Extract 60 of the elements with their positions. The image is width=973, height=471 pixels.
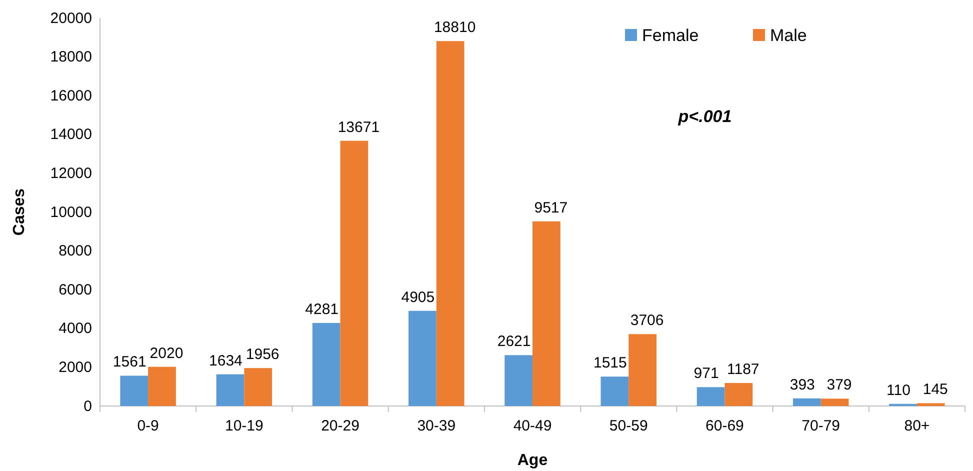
data-label: 9517: [534, 199, 568, 216]
y-tick-label: 20000: [50, 10, 92, 27]
bar: [148, 366, 176, 406]
bar: [408, 310, 436, 406]
bar: [312, 322, 340, 406]
data-label: 4281: [305, 300, 339, 318]
data-label: 1515: [593, 354, 627, 372]
bar: [724, 382, 753, 406]
bar: [600, 376, 629, 406]
data-label: 1187: [727, 360, 760, 378]
y-tick-label: 14000: [50, 126, 92, 144]
y-tick-label: 0: [84, 398, 92, 415]
y-tick-label: 12000: [50, 165, 92, 182]
x-tick-label: 80+: [904, 418, 930, 435]
data-label: 3706: [630, 312, 664, 330]
data-label: 1634: [209, 352, 242, 370]
bar: [792, 398, 821, 406]
legend-label: Male: [770, 26, 807, 45]
y-tick-label: 16000: [50, 87, 92, 104]
x-tick-label: 70-79: [802, 418, 840, 435]
annotation: p<.001: [677, 107, 732, 126]
x-tick-label: 60-69: [706, 418, 744, 435]
bar: [340, 140, 368, 406]
legend-label: Female: [642, 26, 699, 45]
x-tick-label: 10-19: [224, 418, 264, 435]
bar: [436, 41, 464, 406]
y-tick-label: 4000: [58, 320, 92, 338]
bar: [504, 355, 532, 406]
y-tick-label: 2000: [58, 359, 92, 376]
data-label: 1561: [112, 354, 146, 371]
data-label: 18810: [434, 19, 476, 36]
bar: [820, 398, 849, 406]
y-tick-label: 8000: [58, 242, 92, 260]
data-label: 971: [694, 365, 719, 382]
data-label: 110: [886, 382, 910, 399]
bar: [916, 403, 945, 406]
x-tick-label: 50-59: [609, 418, 648, 435]
bar: [120, 376, 148, 406]
bar: [696, 387, 725, 406]
bar: [216, 374, 244, 406]
data-label: 13671: [338, 118, 380, 136]
x-axis-title: Age: [517, 452, 548, 469]
y-tick-label: 6000: [58, 281, 92, 298]
bar: [532, 221, 560, 406]
data-label: 4905: [401, 288, 435, 306]
data-label: 379: [826, 376, 852, 394]
x-tick-label: 0-9: [137, 418, 159, 435]
y-tick-label: 18000: [50, 48, 92, 66]
bar: [244, 368, 272, 406]
x-tick-label: 30-39: [417, 418, 456, 435]
y-tick-label: 10000: [50, 204, 92, 221]
x-tick-label: 40-49: [513, 418, 552, 435]
data-label: 2020: [150, 344, 184, 362]
data-label: 393: [790, 376, 815, 394]
bar: [628, 334, 656, 406]
data-label: 145: [922, 381, 948, 398]
data-label: 2621: [497, 333, 531, 350]
y-axis-title: Cases: [11, 188, 28, 236]
x-tick-label: 20-29: [321, 418, 360, 435]
data-label: 1956: [246, 346, 280, 364]
